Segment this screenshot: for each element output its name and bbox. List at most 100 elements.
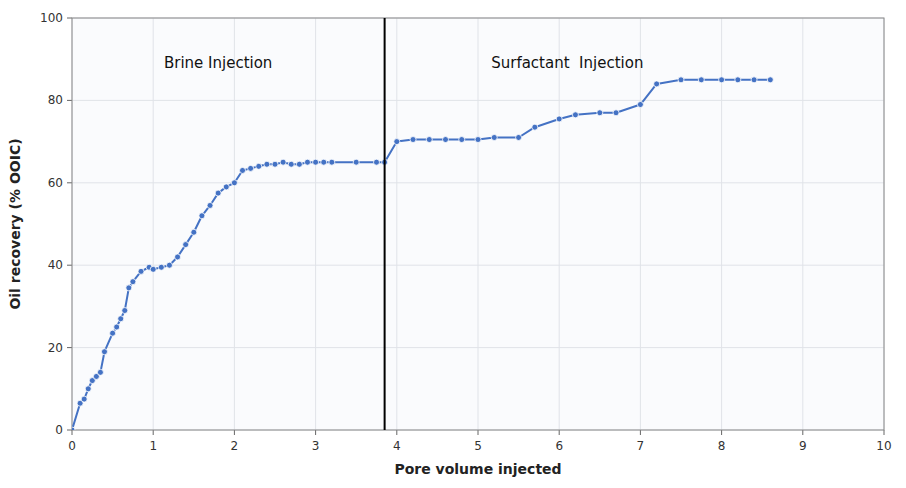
plot-background bbox=[72, 18, 884, 430]
data-point bbox=[85, 386, 91, 392]
data-point bbox=[166, 262, 172, 268]
x-tick-label: 0 bbox=[68, 439, 76, 453]
data-point bbox=[767, 77, 773, 83]
data-point bbox=[313, 159, 319, 165]
data-point bbox=[264, 161, 270, 167]
chart-container: 012345678910020406080100Pore volume inje… bbox=[0, 0, 906, 488]
x-tick bbox=[884, 430, 885, 435]
y-tick bbox=[67, 18, 72, 19]
x-grid-line bbox=[153, 18, 154, 430]
y-tick bbox=[67, 347, 72, 348]
data-point bbox=[223, 184, 229, 190]
data-point bbox=[654, 81, 660, 87]
data-point bbox=[296, 161, 302, 167]
x-grid-line bbox=[396, 18, 397, 430]
data-point bbox=[321, 159, 327, 165]
x-tick bbox=[802, 430, 803, 435]
data-point bbox=[516, 134, 522, 140]
data-point bbox=[122, 308, 128, 314]
x-tick bbox=[640, 430, 641, 435]
x-tick bbox=[315, 430, 316, 435]
phase-annotation: Surfactant Injection bbox=[491, 54, 643, 72]
x-tick-label: 4 bbox=[393, 439, 401, 453]
x-tick-label: 3 bbox=[312, 439, 320, 453]
x-tick-label: 6 bbox=[555, 439, 563, 453]
data-point bbox=[280, 159, 286, 165]
data-point bbox=[81, 396, 87, 402]
x-tick bbox=[721, 430, 722, 435]
x-tick-label: 5 bbox=[474, 439, 482, 453]
data-point bbox=[735, 77, 741, 83]
data-point bbox=[459, 137, 465, 143]
data-point bbox=[158, 264, 164, 270]
y-grid-line bbox=[72, 182, 884, 183]
data-point bbox=[138, 268, 144, 274]
x-tick-label: 2 bbox=[231, 439, 239, 453]
data-point bbox=[678, 77, 684, 83]
data-point bbox=[751, 77, 757, 83]
y-tick-label: 100 bbox=[40, 11, 63, 25]
x-tick-label: 7 bbox=[637, 439, 645, 453]
data-point bbox=[304, 159, 310, 165]
phase-annotation: Brine Injection bbox=[164, 54, 272, 72]
data-point bbox=[183, 242, 189, 248]
data-point bbox=[719, 77, 725, 83]
data-point bbox=[118, 316, 124, 322]
data-point bbox=[114, 324, 120, 330]
data-point bbox=[394, 139, 400, 145]
data-point bbox=[110, 330, 116, 336]
y-grid-line bbox=[72, 347, 884, 348]
data-point bbox=[199, 213, 205, 219]
axes: 012345678910020406080100 bbox=[40, 11, 892, 453]
data-point bbox=[353, 159, 359, 165]
data-point bbox=[597, 110, 603, 116]
data-point bbox=[215, 190, 221, 196]
x-tick-label: 10 bbox=[876, 439, 891, 453]
y-grid-line bbox=[72, 100, 884, 101]
data-point bbox=[150, 266, 156, 272]
y-tick-label: 0 bbox=[55, 423, 63, 437]
y-tick-label: 20 bbox=[48, 341, 63, 355]
x-grid-line bbox=[559, 18, 560, 430]
y-tick-label: 40 bbox=[48, 258, 63, 272]
y-tick bbox=[67, 100, 72, 101]
y-tick bbox=[67, 265, 72, 266]
x-tick bbox=[153, 430, 154, 435]
x-tick-label: 9 bbox=[799, 439, 807, 453]
x-axis-label: Pore volume injected bbox=[394, 461, 561, 477]
data-point bbox=[72, 427, 75, 430]
data-point bbox=[191, 229, 197, 235]
data-point bbox=[101, 349, 107, 355]
data-point bbox=[175, 254, 181, 260]
data-point bbox=[256, 163, 262, 169]
data-point bbox=[240, 167, 246, 173]
chart-svg: 012345678910020406080100Pore volume inje… bbox=[0, 0, 906, 488]
data-point bbox=[532, 124, 538, 130]
x-tick-label: 1 bbox=[149, 439, 157, 453]
data-point bbox=[248, 165, 254, 171]
x-tick-label: 8 bbox=[718, 439, 726, 453]
y-tick bbox=[67, 182, 72, 183]
data-point bbox=[374, 159, 380, 165]
data-point bbox=[231, 180, 237, 186]
y-tick bbox=[67, 430, 72, 431]
y-axis-label: Oil recovery (% OOIC) bbox=[7, 138, 23, 309]
data-point bbox=[443, 137, 449, 143]
data-point bbox=[272, 161, 278, 167]
y-grid-line bbox=[72, 265, 884, 266]
x-grid-line bbox=[802, 18, 803, 430]
plot-frame bbox=[72, 18, 884, 430]
data-point bbox=[410, 137, 416, 143]
data-point bbox=[613, 110, 619, 116]
plot-data bbox=[72, 18, 773, 430]
data-point bbox=[126, 285, 132, 291]
data-point bbox=[97, 369, 103, 375]
data-point bbox=[329, 159, 335, 165]
x-grid-line bbox=[234, 18, 235, 430]
data-point bbox=[288, 161, 294, 167]
x-grid-line bbox=[315, 18, 316, 430]
phase-divider bbox=[384, 18, 386, 430]
x-tick bbox=[396, 430, 397, 435]
y-tick-label: 60 bbox=[48, 176, 63, 190]
data-point bbox=[698, 77, 704, 83]
